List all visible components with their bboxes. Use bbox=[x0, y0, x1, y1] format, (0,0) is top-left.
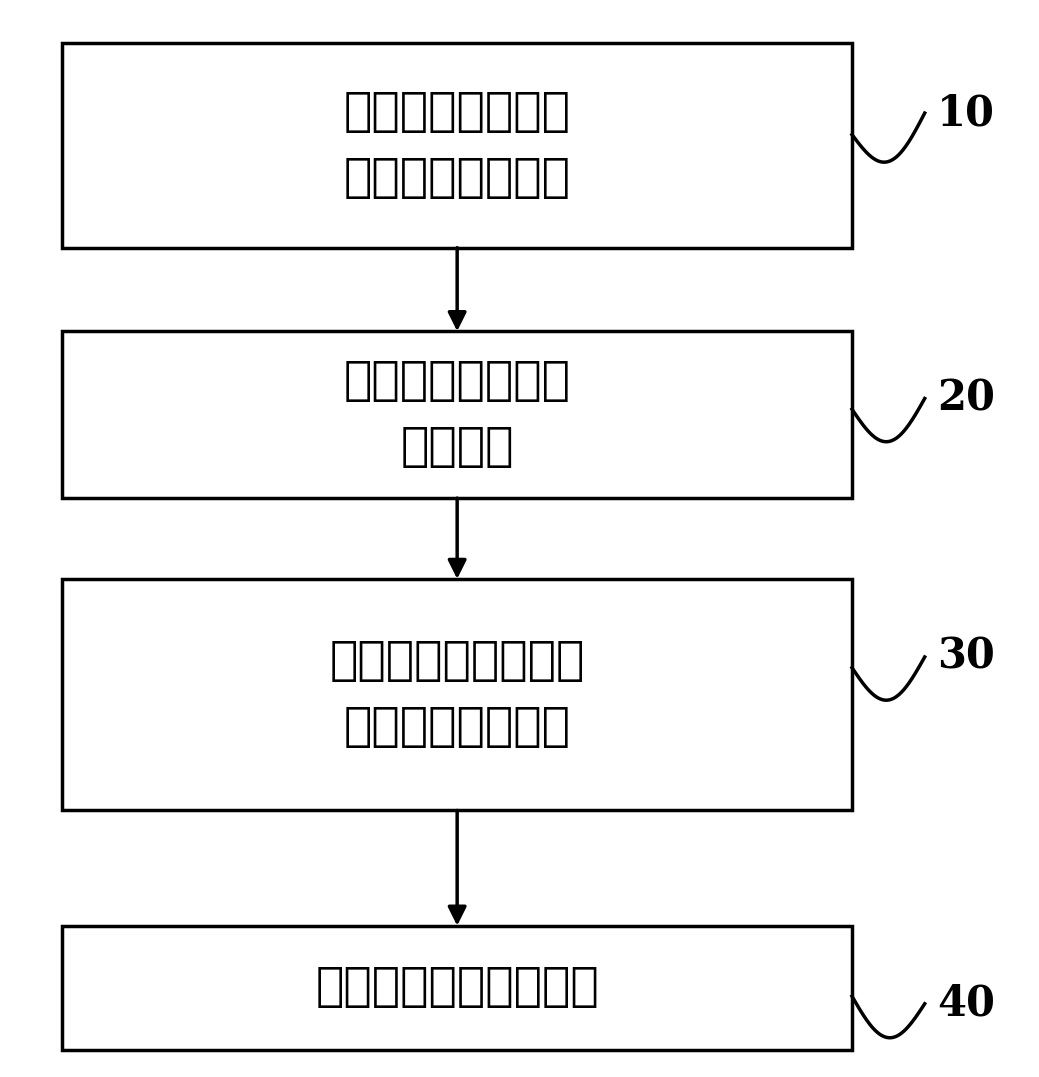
Bar bbox=[62, 43, 852, 248]
Text: 构造双线性形式的
储能动态损耗模型: 构造双线性形式的 储能动态损耗模型 bbox=[344, 89, 570, 201]
Bar bbox=[62, 578, 852, 810]
Text: 30: 30 bbox=[937, 637, 995, 677]
Text: 40: 40 bbox=[937, 983, 995, 1024]
Text: 建立交直流混合微网
鲁棒优化调度模型: 建立交直流混合微网 鲁棒优化调度模型 bbox=[329, 639, 585, 751]
Bar bbox=[62, 925, 852, 1049]
Bar bbox=[62, 332, 852, 498]
Text: 求解鲁棒优化调度问题: 求解鲁棒优化调度问题 bbox=[315, 965, 600, 1010]
Text: 10: 10 bbox=[937, 93, 995, 134]
Text: 储能动态损耗模型
的线性化: 储能动态损耗模型 的线性化 bbox=[344, 359, 570, 471]
Text: 20: 20 bbox=[937, 378, 995, 419]
